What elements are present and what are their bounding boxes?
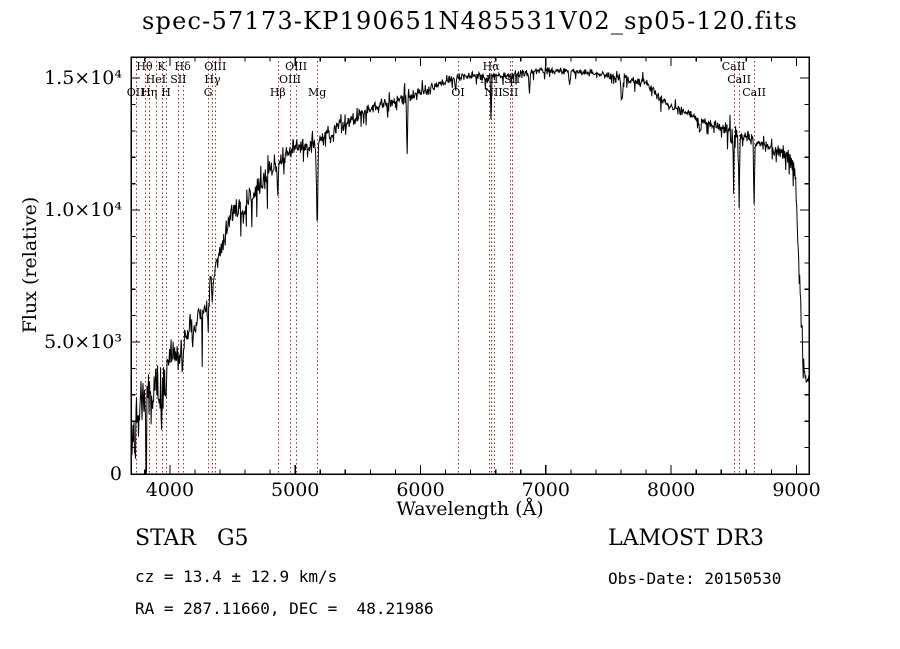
x-tick-label: 5000 [271,479,319,501]
spectral-line-label: OIII [204,60,226,73]
spectral-line-label: CaII [727,73,751,86]
axis-ticks [131,57,809,475]
spectral-line-label: Hα [483,60,501,73]
x-tick-label: 9000 [772,479,820,501]
spectral-line-label: OIII [285,60,307,73]
x-tick-label: 7000 [522,479,570,501]
spectral-line-label: Hη [141,86,157,99]
x-tick-label: 8000 [647,479,695,501]
spectral-line-label: K [157,60,166,73]
x-tick-label: 4000 [146,479,194,501]
y-axis-label: Flux (relative) [19,196,41,334]
spectral-line-label: H [161,86,171,99]
plot-title: spec-57173-KP190651N485531V02_sp05-120.f… [142,7,798,35]
y-tick-label: 0 [110,463,122,485]
spectral-line-label: SII [502,86,518,99]
spectral-line-label: OI [451,86,464,99]
axis-tick-labels: 4000 5000 6000 7000 8000 9000 0 5.0×10³ 1.0×10⁴ 1… [44,67,821,501]
object-class-label: STAR G5 [135,526,249,551]
spectral-line-label: Hθ [136,60,153,73]
spectral-line-label: G [204,86,213,99]
spectral-line-label: SII [170,73,186,86]
cz-value: cz = 13.4 ± 12.9 km/s [135,567,338,586]
spectral-line-label: OIII [279,73,301,86]
spectral-line-label: CaII [742,86,766,99]
spectral-line-label: Mg [308,86,326,99]
y-tick-label: 5.0×10³ [44,331,122,353]
survey-label: LAMOST DR3 [608,526,764,551]
plot-frame [130,56,810,475]
y-tick-label: 1.5×10⁴ [44,67,122,89]
coordinates-value: RA = 287.11660, DEC = 48.21986 [135,599,434,618]
x-tick-label: 6000 [396,479,444,501]
obs-date-value: Obs-Date: 20150530 [608,569,782,588]
y-tick-label: 1.0×10⁴ [44,199,122,221]
spectral-line-markers [136,57,755,474]
spectral-line-label: Hδ [174,60,191,73]
x-axis-label: Wavelength (Å) [396,498,544,520]
spectral-line-label: NII [484,86,502,99]
spectral-line-label: Hβ [270,86,286,99]
spectral-line-label: Hγ [204,73,221,86]
spectral-line-label: HeI [146,73,166,86]
spectrum-line [130,64,810,475]
spectral-line-label: CaII [722,60,746,73]
